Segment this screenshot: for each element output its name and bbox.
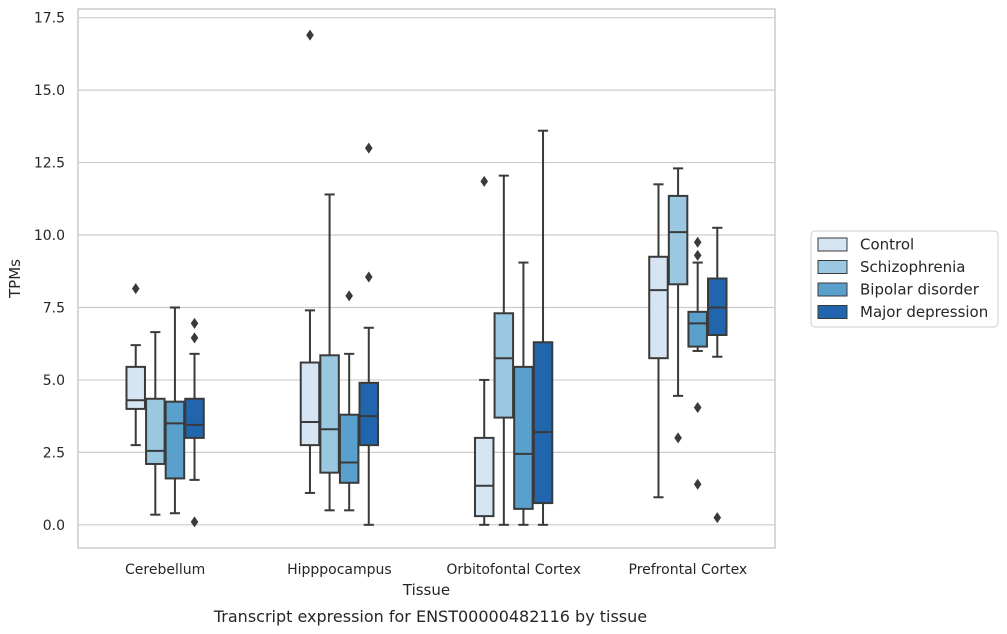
outlier-point xyxy=(693,478,702,490)
plot-area-frame xyxy=(77,8,776,549)
box-iqr xyxy=(338,413,360,484)
outlier-point xyxy=(480,175,489,187)
x-tick-label: Orbitofontal Cortex xyxy=(446,562,581,578)
box-iqr xyxy=(473,436,495,518)
box-iqr xyxy=(319,354,340,474)
box-group xyxy=(687,236,708,490)
outlier-point xyxy=(693,249,702,261)
outlier-point xyxy=(190,317,199,329)
x-tick-label: Prefrontal Cortex xyxy=(629,562,748,578)
outlier-point xyxy=(131,283,140,295)
y-axis-title: TPMs xyxy=(6,259,24,299)
figure-caption: Transcript expression for ENST0000048211… xyxy=(213,607,647,626)
outlier-point xyxy=(306,29,314,41)
y-tick-label: 2.5 xyxy=(43,445,65,461)
outlier-point xyxy=(693,236,702,248)
box-group xyxy=(513,261,534,526)
y-tick-label: 17.5 xyxy=(34,11,65,27)
box-iqr xyxy=(184,397,205,439)
box-group xyxy=(338,290,360,512)
outlier-point xyxy=(693,401,702,413)
box-iqr xyxy=(513,365,534,510)
y-tick-label: 10.0 xyxy=(34,228,65,244)
box-iqr xyxy=(532,341,554,505)
outlier-point xyxy=(364,271,373,283)
box-group xyxy=(707,226,728,524)
outlier-point xyxy=(364,142,373,154)
outlier-point xyxy=(713,512,722,524)
legend: Control Schizophrenia Bipolar disorder Majo… xyxy=(810,230,999,328)
legend-label: Bipolar disorder xyxy=(860,281,980,299)
box-iqr xyxy=(648,255,669,360)
legend-swatch xyxy=(817,305,848,319)
box-group xyxy=(164,306,186,515)
box-group xyxy=(184,317,205,528)
box-iqr xyxy=(358,381,380,447)
outlier-point xyxy=(190,516,199,528)
box-iqr xyxy=(145,397,166,465)
box-group xyxy=(319,193,340,512)
box-group xyxy=(299,29,321,494)
y-tick-label: 0.0 xyxy=(43,518,65,534)
y-tick-label: 15.0 xyxy=(34,83,65,99)
box-group xyxy=(532,129,554,526)
box-iqr xyxy=(687,310,708,348)
box-group xyxy=(648,183,669,499)
box-iqr xyxy=(667,194,689,286)
box-iqr xyxy=(125,365,146,410)
box-group xyxy=(493,174,515,526)
x-tick-label: Hipppocampus xyxy=(287,562,392,578)
box-iqr xyxy=(493,312,515,419)
box-iqr xyxy=(299,361,321,447)
x-axis-title: Tissue xyxy=(402,581,450,599)
outlier-point xyxy=(190,332,199,344)
box-layer xyxy=(125,29,728,528)
y-tick-label: 7.5 xyxy=(43,300,65,316)
legend-label: Major depression xyxy=(860,303,988,321)
box-group xyxy=(667,167,689,444)
legend-swatch xyxy=(817,260,848,274)
box-group xyxy=(145,331,166,516)
y-tick-label: 12.5 xyxy=(34,156,65,172)
legend-frame xyxy=(810,230,999,328)
legend-swatch xyxy=(817,282,848,297)
box-group xyxy=(125,283,146,447)
legend-swatch xyxy=(817,237,848,252)
x-tick-labels: Cerebellum Hipppocampus Orbitofontal Corte… xyxy=(125,562,747,578)
box-group xyxy=(358,142,380,526)
outlier-point xyxy=(345,290,353,302)
box-iqr xyxy=(164,400,186,480)
outlier-point xyxy=(674,432,682,444)
y-tick-labels: 0.0 2.5 5.0 7.5 10.0 12.5 15.0 17.5 xyxy=(34,11,65,534)
x-tick-label: Cerebellum xyxy=(125,562,205,578)
legend-label: Schizophrenia xyxy=(860,258,965,276)
y-tick-label: 5.0 xyxy=(43,373,65,389)
box-group xyxy=(473,175,495,526)
legend-label: Control xyxy=(860,236,914,254)
